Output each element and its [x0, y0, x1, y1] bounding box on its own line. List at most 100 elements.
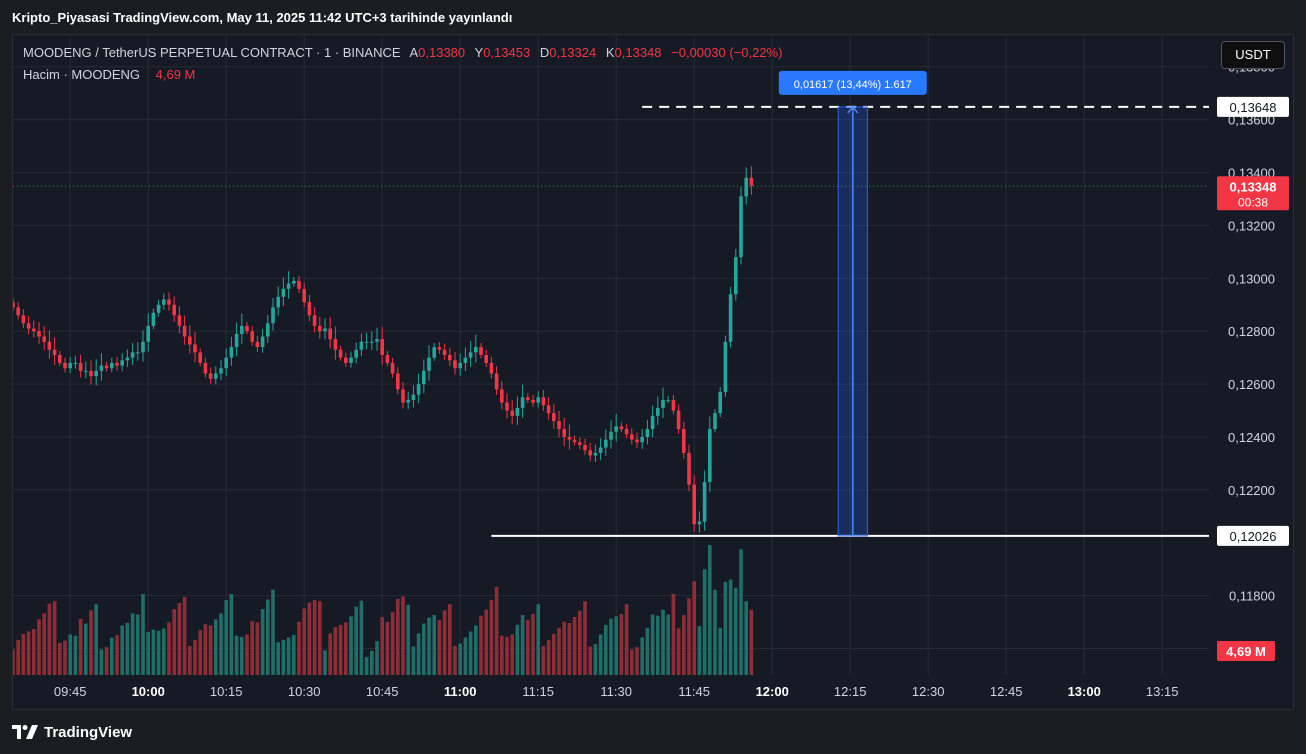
volume-bar	[749, 609, 754, 675]
candle-down	[198, 352, 202, 363]
volume-bar	[453, 645, 457, 675]
volume-bar	[682, 615, 686, 675]
candle-down	[52, 349, 57, 355]
volume-bar	[390, 612, 395, 675]
volume-scale-badge	[1217, 641, 1275, 661]
volume-bar	[744, 601, 748, 675]
candle-down	[583, 444, 587, 451]
volume-bar	[37, 619, 41, 675]
x-axis-tick-label: 11:30	[600, 684, 632, 699]
candle-down	[167, 299, 171, 305]
candle-down	[557, 421, 561, 430]
volume-bar	[260, 609, 265, 675]
volume-bar	[645, 627, 650, 675]
candle-down	[172, 304, 176, 316]
chart-pane[interactable]: 0,138000,136000,134000,132000,130000,128…	[12, 34, 1294, 710]
volume-bar	[526, 619, 530, 675]
tradingview-logo-icon	[12, 725, 38, 739]
candle-down	[442, 349, 447, 355]
y-axis-tick-label: 0,12800	[1228, 324, 1275, 339]
volume-bar	[78, 618, 83, 675]
volume-bar	[68, 634, 72, 675]
open-value: 0,13380	[418, 45, 466, 60]
ohlc-legend: MOODENG / TetherUS PERPETUAL CONTRACT · …	[23, 45, 782, 60]
volume-bar	[713, 589, 717, 675]
volume-bar	[151, 629, 156, 675]
candle-up	[598, 447, 603, 453]
candle-down	[531, 399, 535, 403]
volume-bar	[510, 634, 514, 675]
volume-bar	[125, 623, 130, 675]
candle-up	[125, 357, 130, 361]
candle-up	[120, 360, 124, 366]
volume-bar	[697, 626, 702, 675]
candle-down	[42, 336, 46, 342]
volume-bar	[307, 602, 312, 675]
volume-bar	[505, 636, 509, 675]
candle-down	[682, 429, 686, 453]
candle-down	[250, 331, 254, 342]
y-axis-tick-label: 0,13000	[1228, 271, 1275, 286]
candle-down	[328, 328, 332, 340]
candle-up	[474, 347, 478, 353]
tradingview-logo[interactable]: TradingView	[12, 722, 132, 742]
x-axis-tick-label: 10:00	[132, 684, 165, 699]
volume-bar	[614, 616, 618, 675]
volume-bar	[598, 634, 603, 675]
volume-bar	[312, 600, 317, 675]
x-axis-tick-label: 12:45	[990, 684, 1023, 699]
candlestick-chart[interactable]: 0,138000,136000,134000,132000,130000,128…	[13, 35, 1293, 709]
candle-up	[468, 352, 473, 358]
volume-bar	[500, 635, 504, 675]
candle-up	[234, 333, 239, 348]
volume-bar	[99, 649, 104, 675]
volume-bar	[162, 628, 166, 675]
volume-bar	[359, 600, 364, 675]
volume-bar	[734, 587, 738, 675]
volume-bar	[364, 656, 369, 675]
candle-down	[619, 426, 624, 430]
volume-bar	[432, 615, 436, 675]
candle-up	[281, 288, 286, 297]
candle-up	[375, 339, 379, 342]
currency-button[interactable]: USDT	[1221, 41, 1285, 69]
volume-bar	[406, 604, 410, 675]
candle-down	[437, 347, 442, 350]
candle-up	[406, 399, 410, 403]
candle-down	[338, 349, 343, 358]
volume-bar	[422, 623, 426, 675]
volume-bar	[739, 549, 743, 675]
candle-down	[58, 355, 62, 363]
volume-bar	[396, 598, 400, 675]
volume-bar	[130, 613, 135, 675]
candle-down	[297, 280, 301, 289]
price-scale-marker	[1217, 525, 1289, 546]
candle-up	[463, 357, 468, 363]
candle-down	[390, 362, 395, 374]
volume-bar	[557, 627, 561, 675]
volume-bar	[375, 641, 379, 675]
candle-up	[219, 368, 223, 374]
x-axis-tick-label: 10:45	[366, 684, 399, 699]
candle-down	[479, 347, 483, 355]
y-axis-tick-label: 0,12200	[1228, 483, 1275, 498]
candle-up	[84, 370, 88, 372]
volume-bar	[281, 639, 286, 675]
volume-bar	[650, 614, 655, 675]
candle-up	[110, 362, 114, 369]
volume-bar	[292, 635, 296, 675]
candle-down	[671, 399, 676, 411]
candle-up	[276, 296, 280, 308]
candle-up	[416, 384, 421, 395]
volume-label[interactable]: Hacim · MOODENG	[23, 67, 140, 82]
candle-up	[286, 283, 291, 289]
volume-bar	[718, 627, 722, 675]
volume-bar	[349, 616, 353, 675]
candle-down	[510, 410, 514, 416]
symbol-label[interactable]: MOODENG / TetherUS PERPETUAL CONTRACT · …	[23, 45, 401, 60]
candle-down	[47, 341, 52, 350]
volume-bar	[115, 635, 119, 675]
candle-up	[136, 352, 140, 354]
candle-up	[728, 294, 733, 342]
volume-bar	[640, 637, 644, 675]
